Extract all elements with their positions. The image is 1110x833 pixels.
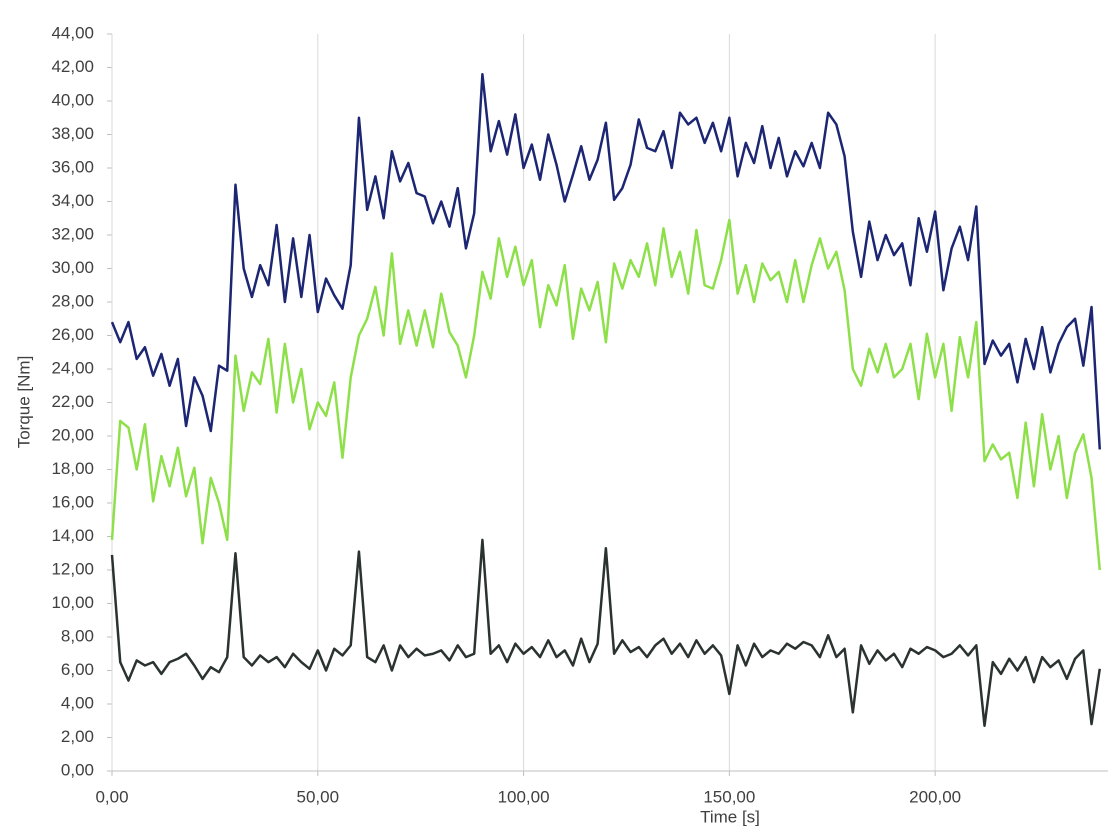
- y-tick-label: 4,00: [61, 693, 94, 712]
- y-tick-label: 22,00: [51, 392, 94, 411]
- x-tick-label: 50,00: [297, 787, 340, 806]
- x-axis-label: Time [s]: [700, 807, 760, 826]
- x-tick-label: 100,00: [498, 787, 550, 806]
- x-tick-label: 150,00: [703, 787, 755, 806]
- y-tick-label: 14,00: [51, 526, 94, 545]
- series-line: [110, 218, 1102, 571]
- y-tick-label: 16,00: [51, 492, 94, 511]
- y-tick-label: 20,00: [51, 425, 94, 444]
- x-tick-label: 200,00: [909, 787, 961, 806]
- y-tick-label: 36,00: [51, 157, 94, 176]
- series-line: [110, 538, 1102, 728]
- y-axis-label: Torque [Nm]: [14, 356, 33, 449]
- series-line: [110, 72, 1102, 450]
- y-tick-label: 28,00: [51, 291, 94, 310]
- y-tick-label: 38,00: [51, 124, 94, 143]
- y-tick-label: 0,00: [61, 760, 94, 779]
- y-tick-label: 40,00: [51, 90, 94, 109]
- y-tick-label: 24,00: [51, 358, 94, 377]
- y-tick-label: 2,00: [61, 727, 94, 746]
- y-tick-label: 18,00: [51, 459, 94, 478]
- y-tick-label: 8,00: [61, 626, 94, 645]
- x-tick-label: 0,00: [95, 787, 128, 806]
- y-tick-label: 44,00: [51, 23, 94, 42]
- y-tick-label: 6,00: [61, 660, 94, 679]
- y-tick-label: 42,00: [51, 57, 94, 76]
- y-tick-label: 32,00: [51, 224, 94, 243]
- y-tick-label: 30,00: [51, 258, 94, 277]
- y-tick-label: 10,00: [51, 593, 94, 612]
- y-tick-label: 26,00: [51, 325, 94, 344]
- y-tick-label: 34,00: [51, 191, 94, 210]
- y-tick-label: 12,00: [51, 559, 94, 578]
